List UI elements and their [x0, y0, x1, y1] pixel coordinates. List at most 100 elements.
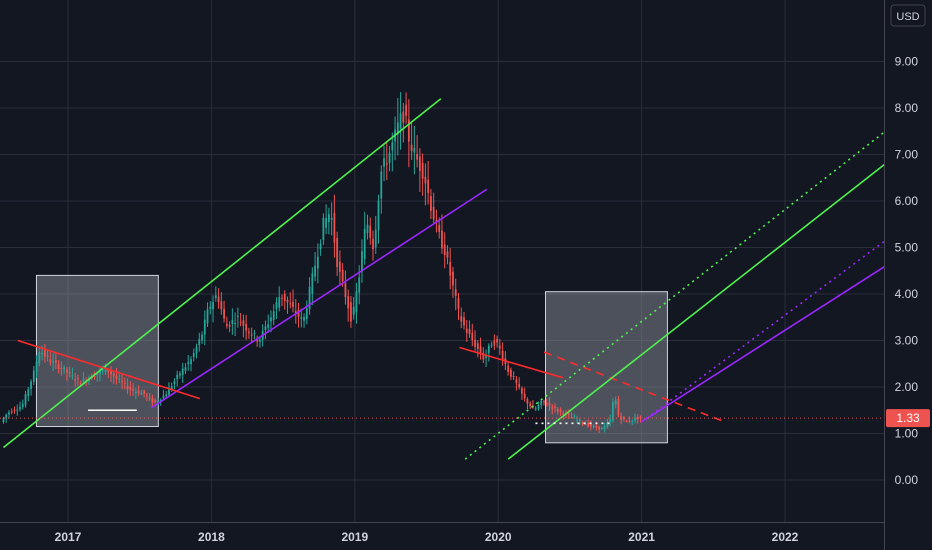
candle-body [179, 373, 181, 376]
candle-body [570, 416, 573, 418]
candles [2, 92, 642, 434]
candle-body [578, 419, 581, 421]
candle-body [352, 307, 355, 315]
candle-body [242, 320, 245, 326]
current-price-label: 1.33 [896, 411, 920, 425]
candle-body [112, 373, 115, 377]
candle-body [482, 352, 485, 360]
candle-body [452, 271, 454, 286]
candle-body [559, 409, 562, 412]
candle-body [416, 153, 419, 160]
candle-body [308, 286, 311, 310]
candle-body [74, 378, 77, 381]
price-tick-label: 8.00 [895, 101, 919, 115]
candle-body [96, 373, 99, 376]
candle-body [314, 265, 316, 277]
candle-body [518, 384, 521, 388]
candle-body [231, 319, 234, 325]
candle-body [598, 426, 601, 430]
candle-body [443, 244, 446, 256]
candle-body [634, 417, 636, 421]
candle-body [145, 395, 148, 397]
candle-body [623, 417, 625, 420]
candle-body [283, 293, 286, 301]
candle-body [68, 372, 71, 374]
candle-body [118, 378, 121, 380]
candle-body [377, 200, 380, 231]
candle-body [206, 309, 209, 324]
candle-body [543, 401, 545, 403]
candle-body [281, 297, 283, 299]
price-tick-label: 7.00 [895, 148, 919, 162]
candle-body [16, 409, 19, 411]
candle-body [168, 388, 170, 395]
candle-body [567, 413, 570, 415]
candle-body [548, 402, 551, 406]
candle-body [198, 339, 201, 346]
candle-body [430, 196, 432, 211]
candle-body [27, 389, 30, 397]
candle-body [592, 426, 595, 428]
candle-body [396, 122, 399, 135]
candle-body [521, 388, 523, 394]
candle-body [523, 393, 526, 399]
candle-body [319, 243, 322, 250]
time-tick-label: 2020 [485, 530, 512, 544]
candle-body [24, 394, 27, 406]
candle-body [581, 422, 584, 424]
candle-body [628, 420, 631, 422]
candle-body [225, 323, 228, 326]
candle-body [54, 360, 57, 363]
trendline [543, 351, 726, 423]
candle-body [300, 317, 303, 319]
candle-body [223, 308, 225, 319]
candle-body [13, 410, 16, 412]
candle-body [584, 423, 587, 425]
trendline [464, 130, 886, 460]
price-tick-label: 0.00 [895, 473, 919, 487]
candle-body [190, 359, 192, 365]
candle-body [512, 376, 515, 378]
range-box [35, 274, 159, 428]
candle-body [270, 317, 272, 322]
price-tick-label: 5.00 [895, 241, 919, 255]
candle-body [30, 381, 32, 390]
candle-body [101, 369, 104, 371]
candle-body [239, 321, 242, 323]
candle-body [336, 237, 339, 268]
candle-body [609, 418, 612, 423]
price-axis-ticks: 0.00 1.00 2.00 3.00 4.00 5.00 6.00 7.00 8.00 9.00 [895, 55, 919, 488]
candle-body [476, 343, 479, 349]
currency-button[interactable]: USD [890, 4, 926, 27]
range-box [545, 291, 668, 444]
candle-body [217, 296, 220, 303]
candle-body [350, 302, 352, 322]
candle-body [498, 345, 501, 349]
time-tick-label: 2021 [628, 530, 655, 544]
candle-body [374, 229, 377, 248]
candle-body [151, 397, 154, 403]
candle-body [38, 352, 41, 364]
candle-body [424, 176, 427, 184]
time-axis-bg [0, 522, 884, 550]
candle-body [507, 365, 510, 372]
candle-body [554, 406, 556, 408]
trendline [2, 98, 442, 449]
candle-body [264, 326, 267, 331]
candle-body [573, 417, 576, 419]
candle-body [449, 262, 452, 276]
candle-body [110, 371, 112, 375]
trendlines [2, 98, 886, 460]
candle-body [228, 324, 231, 327]
candle-body [383, 158, 385, 167]
candle-body [534, 408, 537, 410]
price-axis-bg [884, 0, 932, 550]
candle-body [471, 333, 474, 341]
candle-body [372, 238, 374, 250]
candle-body [316, 256, 319, 269]
candle-body [79, 382, 82, 385]
candle-body [358, 277, 361, 293]
candle-body [341, 269, 344, 282]
